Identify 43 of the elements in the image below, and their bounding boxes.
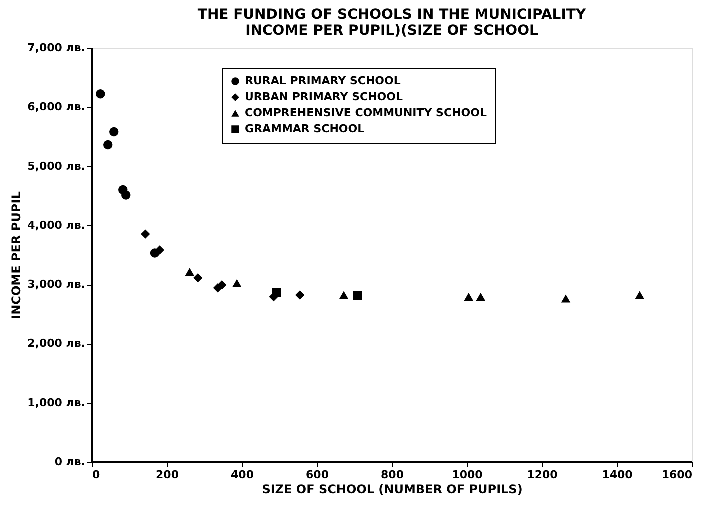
point <box>122 190 131 200</box>
point <box>218 280 227 290</box>
y-tick-label: 2,000 лв. <box>28 337 86 350</box>
point <box>464 293 474 301</box>
x-tick-label: 400 <box>231 468 254 482</box>
x-tick-label: 1400 <box>602 468 634 482</box>
y-tick-label: 3,000 лв. <box>28 278 86 292</box>
point <box>339 291 349 300</box>
point <box>194 273 203 283</box>
point <box>269 292 278 302</box>
point <box>141 230 150 239</box>
y-tick-label: 6,000 лв. <box>28 100 86 114</box>
point <box>353 291 362 300</box>
x-tick-label: 800 <box>381 468 404 482</box>
text: THE FUNDING OF SCHOOLS IN THE MUNICIPALITY <box>198 7 586 23</box>
point <box>561 294 571 303</box>
y-tick-label: 1,000 лв. <box>28 396 86 410</box>
legend-label: GRAMMAR SCHOOL <box>245 122 365 136</box>
y-tick-label: 5,000 лв. <box>28 160 86 173</box>
x-tick-label: 1600 <box>662 468 693 482</box>
point <box>476 293 486 301</box>
point <box>185 268 194 276</box>
x-axis-title: SIZE OF SCHOOL (NUMBER OF PUPILS) <box>262 482 523 496</box>
x-tick-label: 1000 <box>452 468 484 482</box>
x-tick-label: 200 <box>156 468 180 482</box>
legend-label: RURAL PRIMARY SCHOOL <box>245 74 401 88</box>
point <box>296 290 305 300</box>
y-axis-title: INCOME PER PUPIL <box>10 191 24 320</box>
point <box>104 140 113 150</box>
x-tick-label: 0 <box>92 468 100 482</box>
legend-label: URBAN PRIMARY SCHOOL <box>245 90 403 104</box>
point <box>150 248 160 258</box>
x-tick-label: 1200 <box>527 468 558 482</box>
y-tick-label: 0 лв. <box>54 456 86 468</box>
point <box>635 291 644 300</box>
point <box>232 279 242 288</box>
x-tick-label: 600 <box>306 468 330 482</box>
point <box>96 90 106 99</box>
text: INCOME PER PUPIL)(SIZE OF SCHOOL <box>246 23 538 39</box>
point <box>110 127 119 137</box>
legend-label: COMPREHENSIVE COMMUNITY SCHOOL <box>245 106 487 120</box>
y-tick-label: 4,000 лв. <box>28 218 86 232</box>
y-tick-label: 7,000 лв. <box>28 42 86 54</box>
